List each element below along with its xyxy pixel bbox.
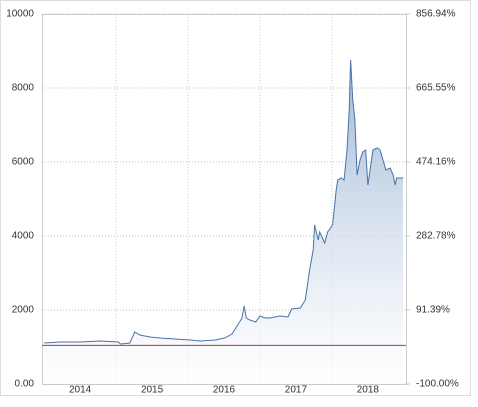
x-tick-label: 2015 [141, 385, 164, 396]
y2-tick-label: 474.16% [416, 157, 456, 168]
y2-tick-label: 282.78% [416, 231, 456, 242]
area-fill [44, 60, 404, 384]
y2-tick-label: -100.00% [416, 379, 459, 390]
y-tick-label: 8000 [12, 83, 35, 94]
x-tick-label: 2018 [357, 385, 380, 396]
x-tick-label: 2017 [285, 385, 308, 396]
y-tick-label: 4000 [12, 231, 35, 242]
x-tick-label: 2016 [213, 385, 236, 396]
y-tick-label: 6000 [12, 157, 35, 168]
y-tick-label: 0.00 [15, 379, 35, 390]
y2-tick-label: 665.55% [416, 83, 456, 94]
x-tick-label: 2014 [69, 385, 92, 396]
y-tick-label: 2000 [12, 305, 35, 316]
frame [0, 0, 471, 396]
line [44, 59, 404, 345]
y2-tick-label: 91.39% [416, 305, 450, 316]
y2-tick-label: 856.94% [416, 9, 456, 20]
y-tick-label: 10000 [6, 9, 34, 20]
